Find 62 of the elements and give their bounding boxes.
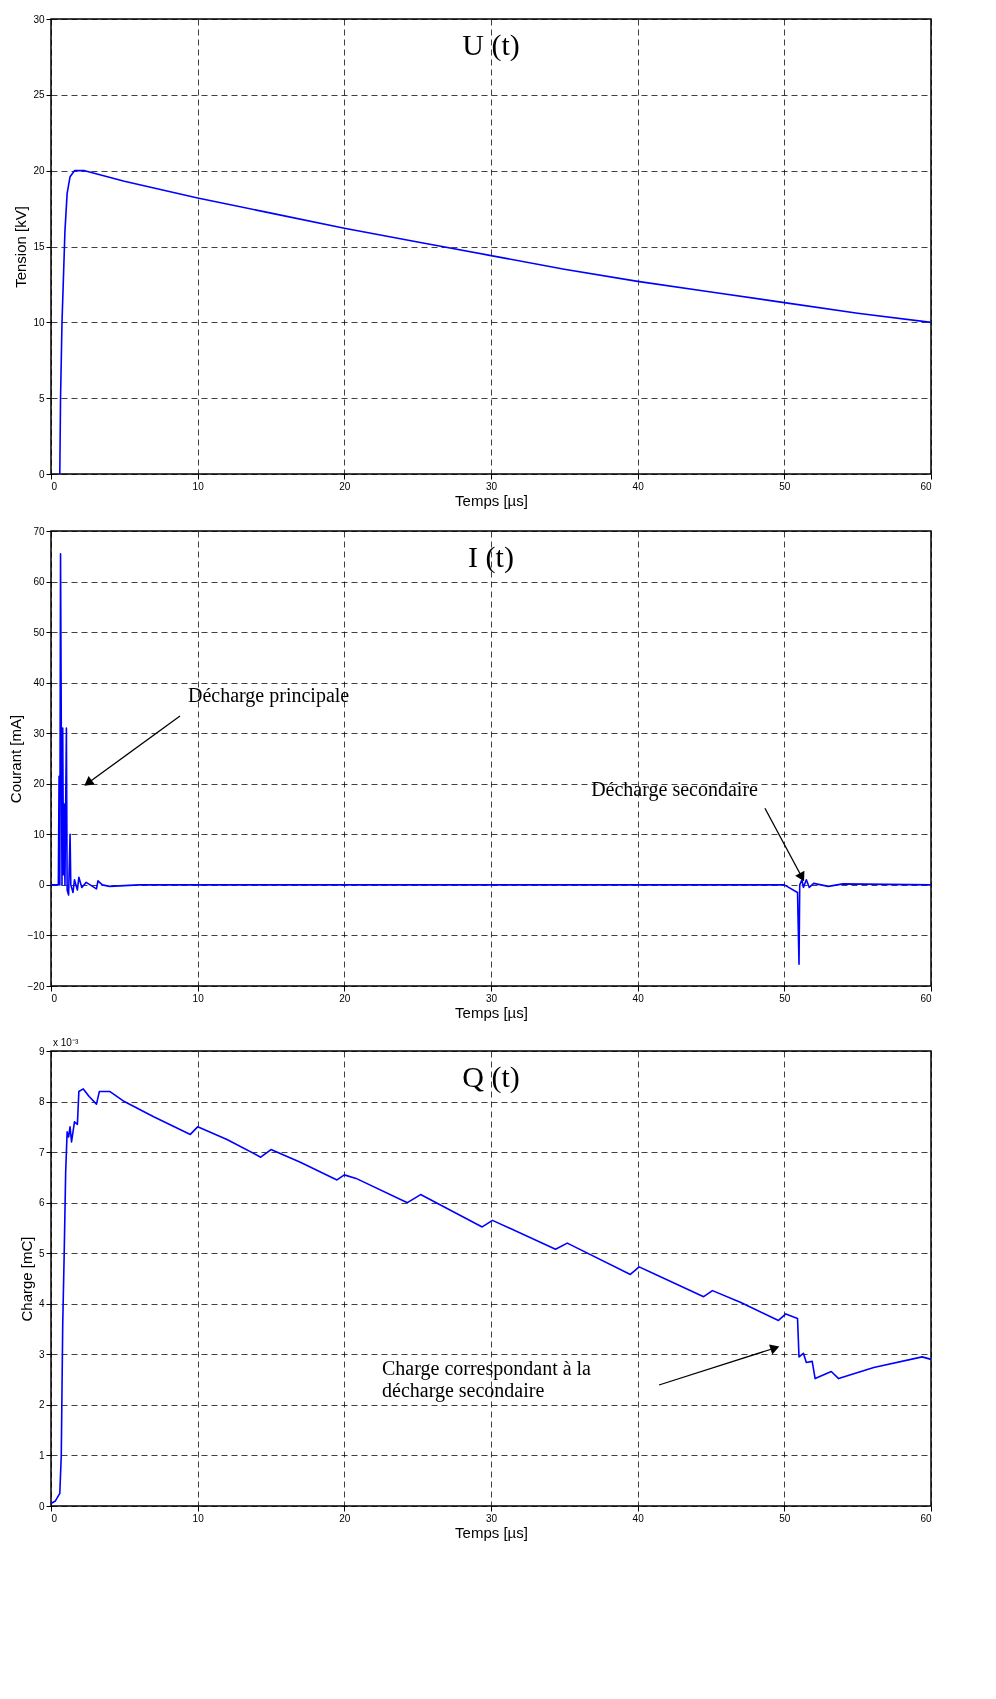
y-tick-label: 7 [38,1146,45,1158]
chart-title: U (t) [462,28,520,62]
x-tick-label: 40 [632,992,645,1004]
y-tick-label: 1 [38,1449,45,1461]
y-tick-label: 0 [38,1500,45,1512]
text: x 10⁻³ [53,1037,79,1048]
x-tick-label: 50 [779,992,791,1004]
annotation: Décharge secondaire [591,778,759,802]
x-tick-label: 40 [632,1512,645,1524]
x-tick-label: 20 [339,480,351,492]
x-tick-label: 0 [51,480,58,492]
y-axis-title: Tension [kV] [12,206,30,288]
y-tick-label: 8 [38,1096,45,1108]
x-axis-title: Temps [µs] [455,491,528,509]
x-tick-label: 20 [339,1512,351,1524]
x-tick-label: 50 [779,480,791,492]
y-tick-label: 4 [38,1298,45,1310]
y-tick-label: 20 [33,778,45,790]
x-tick-label: 60 [920,480,932,492]
y-tick-label: 40 [33,677,45,689]
chart-title: I (t) [468,540,514,574]
y-axis-title: Charge [mC] [17,1236,35,1322]
x-tick-label: 10 [192,480,205,492]
y-tick-label: 2 [38,1399,45,1411]
y-tick-label: 30 [33,727,45,739]
y-tick-label: −20 [27,980,45,992]
x-axis-title: Temps [µs] [455,1523,528,1541]
y-tick-label: 50 [33,626,45,638]
annotation: Charge correspondant à la décharge secondaire [382,1357,592,1402]
line-series [59,169,932,475]
y-tick-label: 15 [33,241,45,252]
y-tick-label: 6 [38,1197,45,1209]
x-axis-title: Temps [µs] [455,1003,528,1021]
x-tick-label: 20 [339,992,351,1004]
y-axis-title: Courant [mA] [6,714,24,804]
y-tick-label: 60 [33,576,45,588]
annotation: Décharge principale [188,684,350,707]
x-tick-label: 30 [485,1512,498,1524]
y-tick-label: 10 [33,316,45,328]
y-tick-label: 0 [38,468,45,480]
x-tick-label: 0 [51,992,58,1004]
y-tick-label: 30 [33,13,45,25]
y-tick-label: 10 [33,828,45,840]
y-tick-label: 3 [38,1348,45,1360]
x-tick-label: 40 [632,480,645,492]
y-tick-label: 0 [38,879,45,891]
y-tick-label: 9 [38,1045,45,1057]
y-tick-label: 70 [33,525,45,537]
y-tick-label: 5 [38,1247,45,1259]
y-tick-label: −10 [27,929,45,941]
y-tick-label: 5 [38,392,45,404]
x-tick-label: 50 [779,1512,791,1524]
x-tick-label: 0 [51,1512,58,1524]
chart-title: Q (t) [462,1060,520,1094]
y-tick-label: 25 [33,89,45,101]
x-tick-label: 30 [485,480,498,492]
x-tick-label: 30 [485,992,498,1004]
x-tick-label: 60 [920,992,932,1004]
x-tick-label: 60 [920,1512,932,1524]
x-tick-label: 10 [192,1512,205,1524]
x-tick-label: 10 [192,992,205,1004]
y-tick-label: 20 [33,165,45,177]
